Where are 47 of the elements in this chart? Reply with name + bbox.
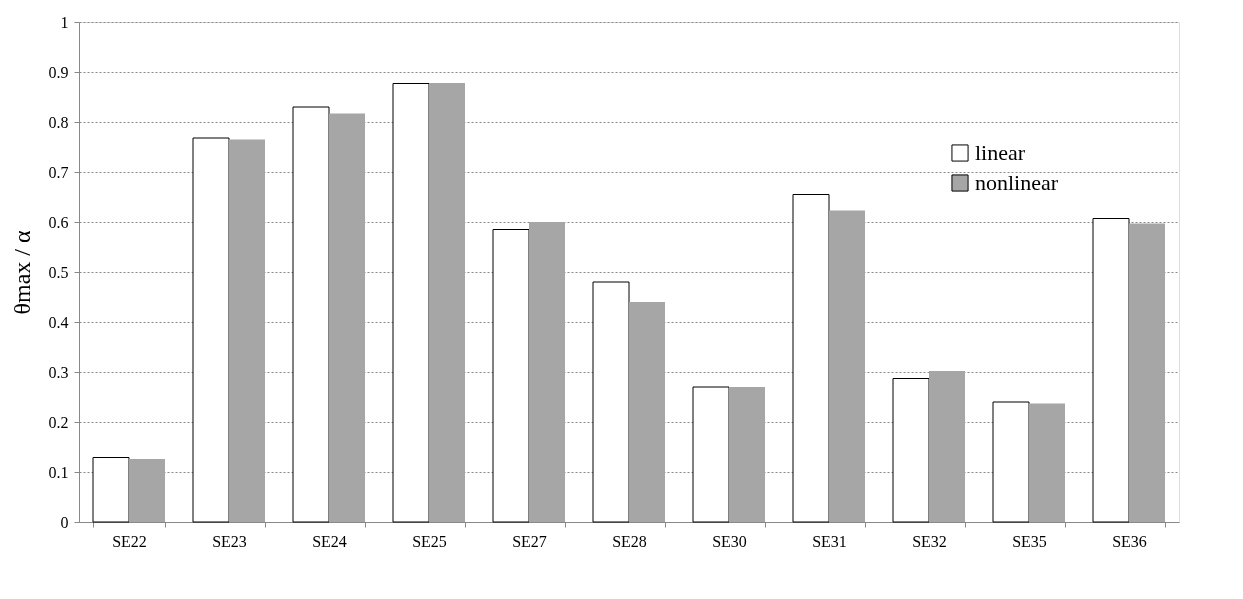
y-tick-label: 0.5 [48, 263, 69, 281]
y-tick-label: 0.9 [48, 63, 69, 81]
bar [129, 459, 165, 522]
legend-label: linear [975, 140, 1026, 165]
x-tick-label: SE31 [812, 532, 847, 550]
bar [829, 210, 865, 522]
bar [592, 281, 630, 523]
bar [792, 194, 830, 523]
legend-label: nonlinear [975, 170, 1059, 195]
y-tick-label: 0.3 [48, 363, 69, 381]
bar [229, 139, 265, 522]
bar [692, 386, 730, 523]
y-tick-label: 0.2 [48, 413, 69, 431]
y-axis-title: θmax / α [8, 230, 35, 315]
y-tick-label: 0 [60, 513, 69, 531]
bar [892, 378, 930, 523]
y-tick-label: 1 [60, 13, 69, 31]
x-tick-label: SE32 [912, 532, 947, 550]
bar [192, 137, 230, 523]
y-tick-label: 0.6 [48, 213, 69, 231]
y-tick-label: 0.8 [48, 113, 69, 131]
bar [929, 371, 965, 522]
x-tick-label: SE24 [312, 532, 347, 550]
bar [729, 387, 765, 522]
x-tick-label: SE36 [1112, 532, 1147, 550]
x-tick-label: SE27 [512, 532, 547, 550]
x-tick-label: SE23 [212, 532, 247, 550]
x-tick-label: SE28 [612, 532, 647, 550]
bar [1092, 218, 1130, 523]
y-tick-label: 0.4 [48, 313, 69, 331]
bar [1129, 223, 1165, 522]
bar [492, 229, 530, 523]
bar [629, 302, 665, 522]
y-tick-label: 0.7 [48, 163, 69, 181]
y-tick-label: 0.1 [48, 463, 69, 481]
bar [992, 401, 1030, 523]
bar [92, 457, 130, 523]
x-tick-label: SE35 [1012, 532, 1047, 550]
x-tick-label: SE22 [112, 532, 147, 550]
bar [292, 106, 330, 523]
x-tick-label: SE30 [712, 532, 747, 550]
bar [392, 83, 430, 523]
bar [1029, 403, 1065, 522]
bar [529, 222, 565, 522]
x-tick-label: SE25 [412, 532, 447, 550]
bar [329, 113, 365, 522]
bar [429, 83, 465, 522]
